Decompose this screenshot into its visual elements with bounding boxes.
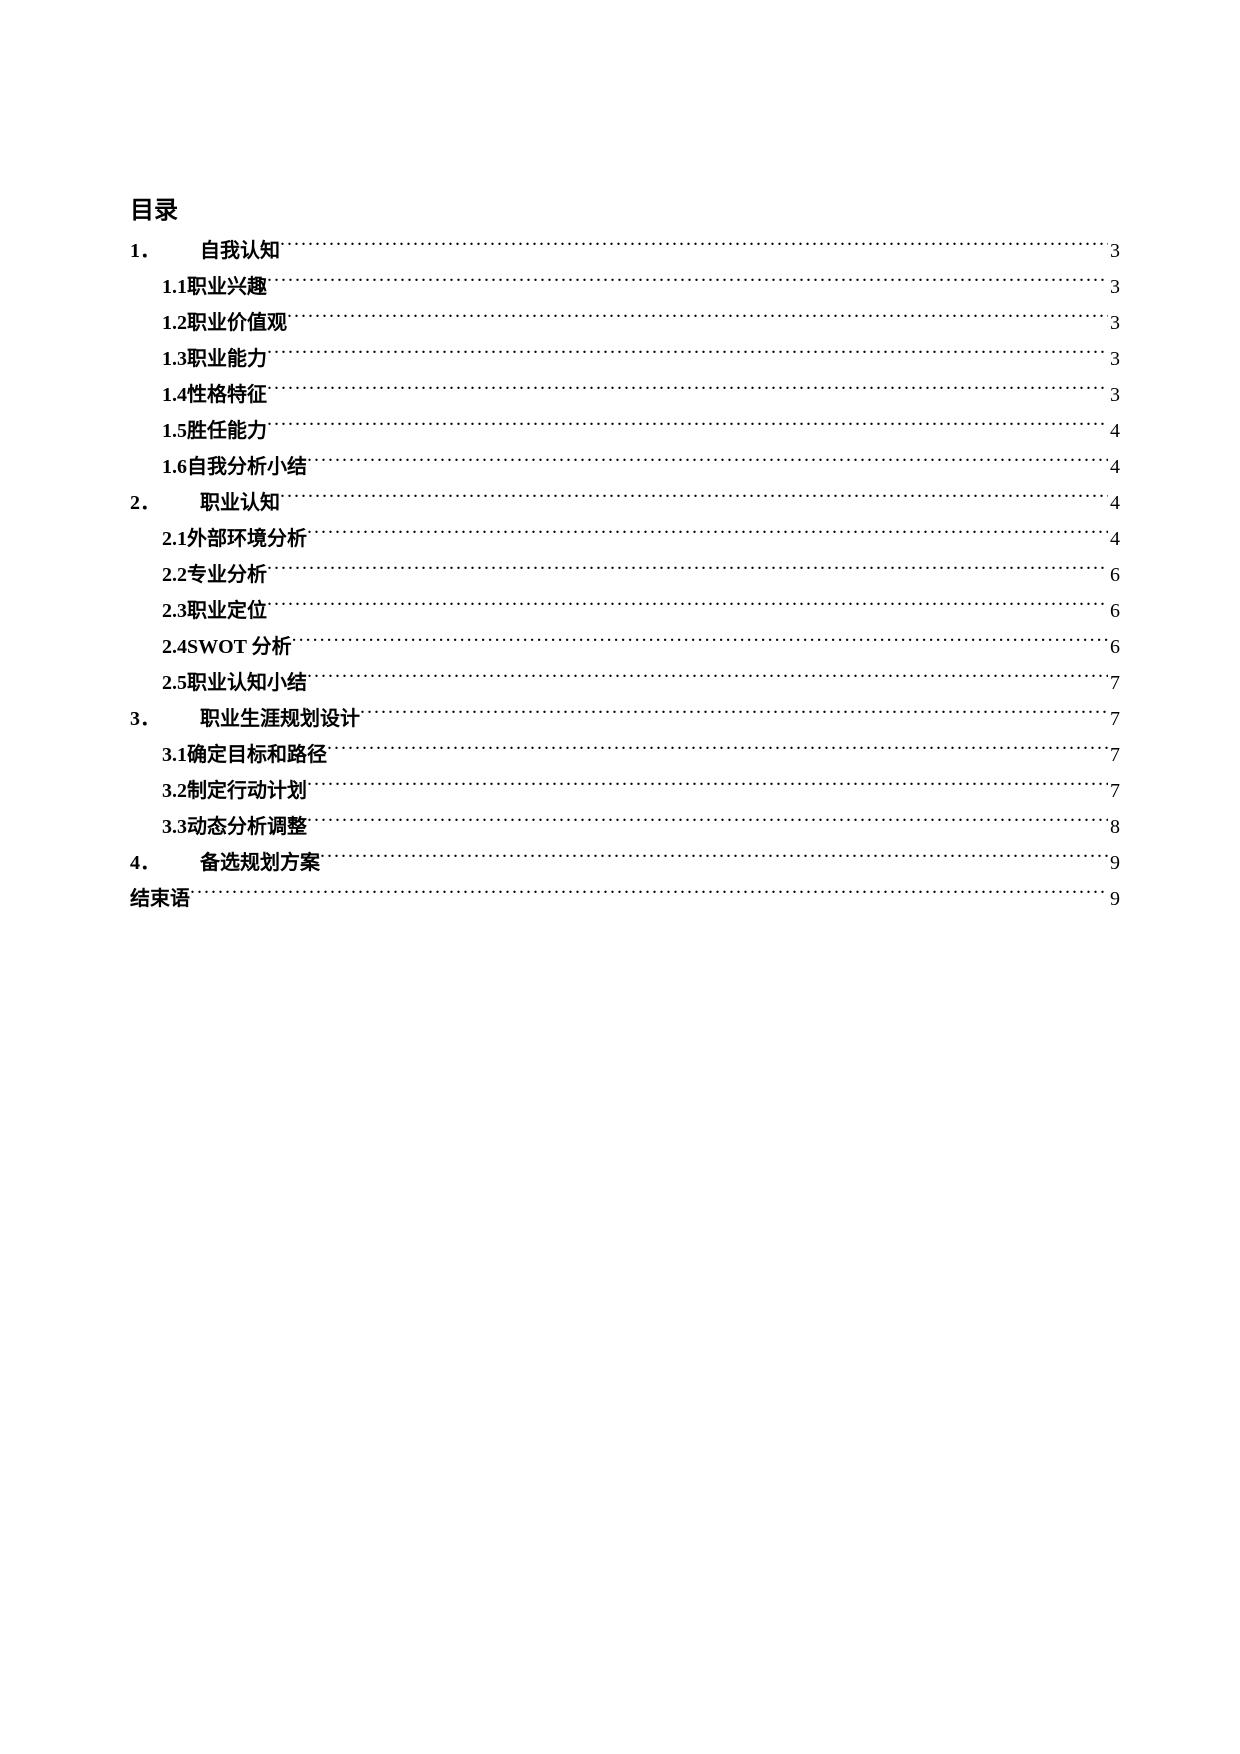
toc-entry: 2.5 职业认知小结 7 xyxy=(130,665,1120,699)
toc-entry-page: 3 xyxy=(1108,235,1120,267)
toc-entry: 2.1 外部环境分析 4 xyxy=(130,521,1120,555)
toc-entry: 1.2 职业价值观 3 xyxy=(130,305,1120,339)
toc-entry-number: 4． xyxy=(130,847,200,879)
toc-entry-text: 职业生涯规划设计 xyxy=(200,703,360,735)
toc-entry-text: 专业分析 xyxy=(187,559,267,591)
toc-entry-number: 1.4 xyxy=(162,379,187,411)
toc-entry: 2.3 职业定位 6 xyxy=(130,593,1120,627)
toc-entry-text: SWOT 分析 xyxy=(187,631,292,663)
toc-entry-number: 2.4 xyxy=(162,631,187,663)
toc-entry-text: 制定行动计划 xyxy=(187,775,307,807)
toc-entry-dots xyxy=(280,233,1108,257)
toc-entry-text: 自我分析小结 xyxy=(187,451,307,483)
toc-entry-text: 职业兴趣 xyxy=(187,271,267,303)
toc-entry-number: 1． xyxy=(130,235,200,267)
toc-entry-text: 职业定位 xyxy=(187,595,267,627)
toc-entry: 1.3 职业能力 3 xyxy=(130,341,1120,375)
toc-entry: 3.1 确定目标和路径 7 xyxy=(130,737,1120,771)
toc-entry: 结束语 9 xyxy=(130,881,1120,915)
toc-entry-page: 6 xyxy=(1108,595,1120,627)
toc-entry-page: 4 xyxy=(1108,451,1120,483)
toc-entry-dots xyxy=(307,449,1108,473)
toc-entry-number: 2.3 xyxy=(162,595,187,627)
toc-entry: 2.4 SWOT 分析 6 xyxy=(130,629,1120,663)
toc-entry-dots xyxy=(267,377,1108,401)
toc-title: 目录 xyxy=(130,190,1120,225)
toc-entry-number: 2． xyxy=(130,487,200,519)
toc-entry-dots xyxy=(267,341,1108,365)
toc-entry-text: 性格特征 xyxy=(187,379,267,411)
toc-entry-text: 胜任能力 xyxy=(187,415,267,447)
toc-entry-page: 3 xyxy=(1108,379,1120,411)
toc-entry-number: 3.3 xyxy=(162,811,187,843)
toc-entry: 3.3 动态分析调整 8 xyxy=(130,809,1120,843)
toc-entry-page: 9 xyxy=(1108,847,1120,879)
toc-entry: 4．备选规划方案 9 xyxy=(130,845,1120,879)
toc-entry-number: 3.2 xyxy=(162,775,187,807)
toc-container: 目录 1．自我认知31.1 职业兴趣31.2 职业价值观31.3 职业能力31.… xyxy=(130,190,1120,915)
toc-entry-dots xyxy=(267,593,1108,617)
toc-entry-page: 7 xyxy=(1108,703,1120,735)
toc-entry-dots xyxy=(267,269,1108,293)
toc-entry-page: 6 xyxy=(1108,559,1120,591)
toc-entries-list: 1．自我认知31.1 职业兴趣31.2 职业价值观31.3 职业能力31.4 性… xyxy=(130,233,1120,915)
toc-entry-text: 外部环境分析 xyxy=(187,523,307,555)
toc-entry: 2．职业认知 4 xyxy=(130,485,1120,519)
toc-entry-page: 4 xyxy=(1108,487,1120,519)
toc-entry-page: 4 xyxy=(1108,415,1120,447)
toc-entry-number: 1.5 xyxy=(162,415,187,447)
toc-entry-dots xyxy=(307,773,1108,797)
toc-entry-page: 6 xyxy=(1108,631,1120,663)
toc-entry-dots xyxy=(327,737,1108,761)
toc-entry-dots xyxy=(360,701,1108,725)
toc-entry-text: 职业认知 xyxy=(200,487,280,519)
toc-entry-text: 职业价值观 xyxy=(187,307,287,339)
toc-entry: 3.2 制定行动计划 7 xyxy=(130,773,1120,807)
toc-entry: 2.2 专业分析 6 xyxy=(130,557,1120,591)
toc-entry-text: 自我认知 xyxy=(200,235,280,267)
toc-entry-page: 8 xyxy=(1108,811,1120,843)
toc-entry-number: 2.2 xyxy=(162,559,187,591)
toc-entry-number: 1.2 xyxy=(162,307,187,339)
toc-entry-text: 动态分析调整 xyxy=(187,811,307,843)
toc-entry-dots xyxy=(190,881,1108,905)
toc-entry-page: 7 xyxy=(1108,775,1120,807)
toc-entry-number: 1.3 xyxy=(162,343,187,375)
toc-entry-dots xyxy=(287,305,1108,329)
toc-entry-text: 职业认知小结 xyxy=(187,667,307,699)
toc-entry-text: 确定目标和路径 xyxy=(187,739,327,771)
toc-entry-number: 2.5 xyxy=(162,667,187,699)
toc-entry-page: 3 xyxy=(1108,307,1120,339)
toc-entry-number: 1.6 xyxy=(162,451,187,483)
toc-entry: 1.6 自我分析小结 4 xyxy=(130,449,1120,483)
toc-entry: 1.5 胜任能力 4 xyxy=(130,413,1120,447)
toc-entry-page: 3 xyxy=(1108,343,1120,375)
toc-entry-dots xyxy=(320,845,1108,869)
toc-entry-page: 3 xyxy=(1108,271,1120,303)
toc-entry-dots xyxy=(267,413,1108,437)
toc-entry: 1.1 职业兴趣 3 xyxy=(130,269,1120,303)
toc-entry-number: 1.1 xyxy=(162,271,187,303)
toc-entry-number: 3.1 xyxy=(162,739,187,771)
toc-entry-dots xyxy=(267,557,1108,581)
toc-entry-page: 7 xyxy=(1108,667,1120,699)
toc-entry-text: 备选规划方案 xyxy=(200,847,320,879)
toc-entry-page: 4 xyxy=(1108,523,1120,555)
toc-entry-dots xyxy=(307,809,1108,833)
toc-entry: 1.4 性格特征 3 xyxy=(130,377,1120,411)
toc-entry-number: 2.1 xyxy=(162,523,187,555)
toc-entry-dots xyxy=(307,521,1108,545)
toc-entry-dots xyxy=(292,629,1108,653)
toc-entry-text: 职业能力 xyxy=(187,343,267,375)
toc-entry: 1．自我认知 3 xyxy=(130,233,1120,267)
toc-entry-page: 9 xyxy=(1108,883,1120,915)
toc-entry-dots xyxy=(307,665,1108,689)
toc-entry-dots xyxy=(280,485,1108,509)
toc-entry: 3．职业生涯规划设计 7 xyxy=(130,701,1120,735)
toc-entry-page: 7 xyxy=(1108,739,1120,771)
toc-entry-number: 3． xyxy=(130,703,200,735)
toc-entry-text: 结束语 xyxy=(130,883,190,915)
